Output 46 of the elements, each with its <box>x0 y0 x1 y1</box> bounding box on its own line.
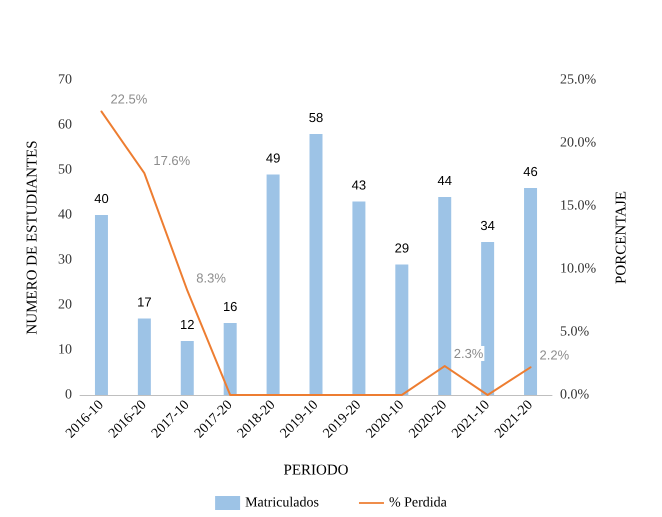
bar <box>266 174 280 395</box>
data-label: 44 <box>437 173 452 188</box>
data-label: 34 <box>480 218 495 233</box>
legend-label: Matriculados <box>245 496 319 510</box>
y2-tick-label: 20.0% <box>560 136 596 150</box>
data-label: 43 <box>352 178 366 192</box>
data-label: 12 <box>180 317 195 332</box>
bar <box>310 134 322 395</box>
data-label: 16 <box>222 299 238 314</box>
y-tick-label: 30 <box>58 252 72 268</box>
data-label: 17.6% <box>153 153 191 168</box>
x-axis-title: PERIODO <box>283 462 349 478</box>
y2-axis-title: PORCENTAJE <box>614 191 630 284</box>
y-tick-label: 0 <box>65 388 72 402</box>
data-label: 46 <box>523 164 538 179</box>
y-tick-label: 10 <box>58 342 72 358</box>
y2-tick-label: 10.0% <box>560 262 596 276</box>
bar <box>438 197 452 395</box>
bar <box>395 264 408 395</box>
data-label: 17 <box>137 294 152 310</box>
y-tick-label: 50 <box>58 162 72 178</box>
y-tick-label: 70 <box>58 72 72 88</box>
bar <box>180 341 194 395</box>
data-label: 58 <box>308 110 324 125</box>
y2-tick-label: 0.0% <box>560 388 590 402</box>
data-label: 29 <box>394 240 410 256</box>
bar <box>352 202 366 395</box>
data-label: 2.3% <box>454 346 484 362</box>
y-tick-label: 40 <box>58 208 72 222</box>
legend-label: % Perdida <box>388 496 448 510</box>
data-label: 8.3% <box>196 270 226 286</box>
data-label: 2.2% <box>540 347 570 362</box>
data-label: 40 <box>94 191 109 206</box>
y2-tick-label: 5.0% <box>560 324 590 340</box>
bar <box>481 242 494 395</box>
bar <box>524 188 538 395</box>
data-label: 49 <box>266 150 280 166</box>
bar <box>138 318 151 395</box>
y-axis-title: NUMERO DE ESTUDIANTES <box>24 140 40 335</box>
y-tick-label: 60 <box>58 118 72 132</box>
y2-tick-label: 15.0% <box>560 198 596 214</box>
bar <box>224 323 237 395</box>
y2-tick-label: 25.0% <box>560 72 596 88</box>
bar <box>94 215 108 395</box>
data-label: 22.5% <box>110 92 148 106</box>
y-tick-label: 20 <box>58 298 72 312</box>
